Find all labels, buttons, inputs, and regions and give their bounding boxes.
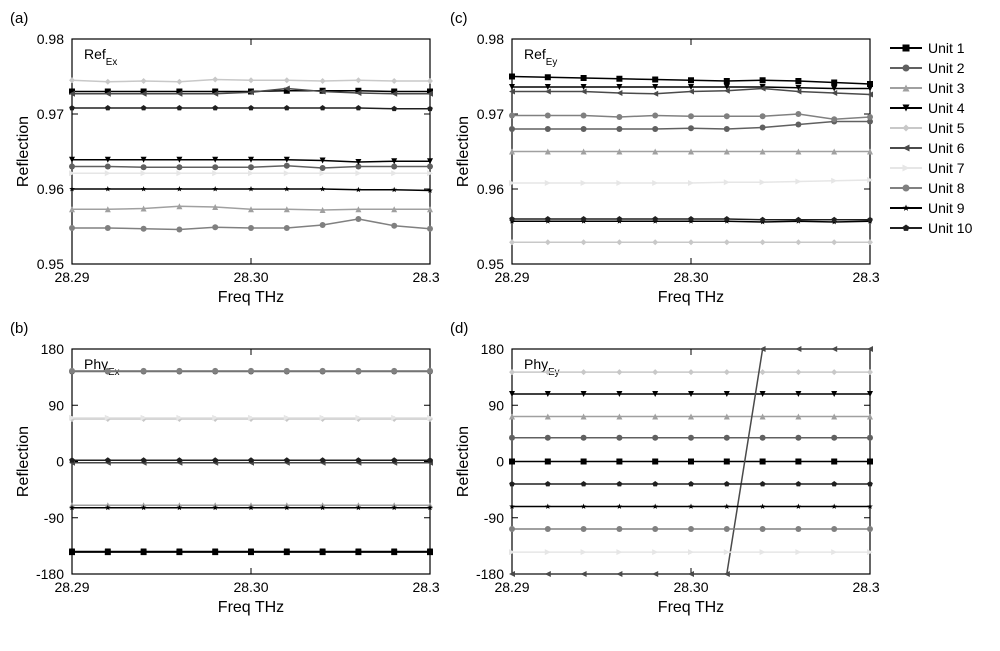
svg-text:28.30: 28.30 [233, 579, 268, 595]
legend-label: Unit 9 [928, 200, 965, 216]
panel-a-label: (a) [10, 10, 440, 27]
legend-item: Unit 2 [890, 60, 990, 76]
svg-text:28.31: 28.31 [412, 269, 440, 285]
svg-text:-90: -90 [484, 510, 504, 526]
svg-text:0.97: 0.97 [477, 106, 504, 122]
svg-text:Freq THz: Freq THz [218, 289, 284, 306]
chart-b: 28.2928.3028.31-180-90090180Freq THzRefl… [10, 339, 440, 624]
svg-text:180: 180 [481, 341, 505, 357]
right-column: (c) 28.2928.3028.310.950.960.970.98Freq … [450, 10, 880, 624]
svg-text:PhyEx: PhyEx [84, 356, 120, 378]
legend-label: Unit 7 [928, 160, 965, 176]
panel-c-label: (c) [450, 10, 880, 27]
svg-text:PhyEy: PhyEy [524, 356, 560, 378]
chart-a: 28.2928.3028.310.950.960.970.98Freq THzR… [10, 29, 440, 314]
legend-label: Unit 8 [928, 180, 965, 196]
svg-text:0.95: 0.95 [37, 256, 64, 272]
legend-item: Unit 3 [890, 80, 990, 96]
svg-text:0: 0 [496, 454, 504, 470]
svg-text:Freq THz: Freq THz [218, 599, 284, 616]
figure-container: (a) 28.2928.3028.310.950.960.970.98Freq … [10, 10, 990, 624]
legend-item: Unit 6 [890, 140, 990, 156]
panel-b-label: (b) [10, 320, 440, 337]
svg-text:0.97: 0.97 [37, 106, 64, 122]
svg-text:Freq THz: Freq THz [658, 289, 724, 306]
svg-text:28.30: 28.30 [673, 269, 708, 285]
svg-text:-180: -180 [36, 566, 64, 582]
svg-text:28.31: 28.31 [412, 579, 440, 595]
svg-text:Reflection: Reflection [455, 426, 472, 497]
svg-text:-180: -180 [476, 566, 504, 582]
svg-text:Freq THz: Freq THz [658, 599, 724, 616]
legend-label: Unit 4 [928, 100, 965, 116]
svg-text:-90: -90 [44, 510, 64, 526]
left-column: (a) 28.2928.3028.310.950.960.970.98Freq … [10, 10, 440, 624]
legend-item: Unit 9 [890, 200, 990, 216]
legend-item: Unit 10 [890, 220, 990, 236]
svg-text:RefEx: RefEx [84, 46, 117, 68]
legend-item: Unit 7 [890, 160, 990, 176]
svg-text:0.98: 0.98 [37, 31, 64, 47]
svg-text:28.31: 28.31 [852, 269, 880, 285]
panel-c: (c) 28.2928.3028.310.950.960.970.98Freq … [450, 10, 880, 314]
legend-label: Unit 1 [928, 40, 965, 56]
svg-text:28.30: 28.30 [233, 269, 268, 285]
svg-text:180: 180 [41, 341, 65, 357]
chart-c: 28.2928.3028.310.950.960.970.98Freq THzR… [450, 29, 880, 314]
svg-text:0.96: 0.96 [477, 181, 504, 197]
svg-text:0: 0 [56, 454, 64, 470]
legend-item: Unit 8 [890, 180, 990, 196]
legend: Unit 1 Unit 2 Unit 3 Unit 4 Unit 5 Unit 6 Unit… [890, 10, 990, 624]
legend-item: Unit 4 [890, 100, 990, 116]
svg-text:28.30: 28.30 [673, 579, 708, 595]
panel-d-label: (d) [450, 320, 880, 337]
legend-label: Unit 2 [928, 60, 965, 76]
legend-label: Unit 5 [928, 120, 965, 136]
panel-d: (d) 28.2928.3028.31-180-90090180Freq THz… [450, 320, 880, 624]
legend-item: Unit 1 [890, 40, 990, 56]
svg-text:90: 90 [48, 397, 64, 413]
svg-text:90: 90 [488, 397, 504, 413]
legend-label: Unit 6 [928, 140, 965, 156]
svg-text:Reflection: Reflection [15, 116, 32, 187]
svg-text:Reflection: Reflection [455, 116, 472, 187]
legend-label: Unit 3 [928, 80, 965, 96]
svg-text:28.31: 28.31 [852, 579, 880, 595]
svg-text:0.96: 0.96 [37, 181, 64, 197]
svg-text:0.98: 0.98 [477, 31, 504, 47]
chart-d: 28.2928.3028.31-180-90090180Freq THzRefl… [450, 339, 880, 624]
panel-b: (b) 28.2928.3028.31-180-90090180Freq THz… [10, 320, 440, 624]
svg-text:Reflection: Reflection [15, 426, 32, 497]
legend-item: Unit 5 [890, 120, 990, 136]
svg-text:0.95: 0.95 [477, 256, 504, 272]
legend-label: Unit 10 [928, 220, 972, 236]
panel-a: (a) 28.2928.3028.310.950.960.970.98Freq … [10, 10, 440, 314]
svg-text:RefEy: RefEy [524, 46, 557, 68]
